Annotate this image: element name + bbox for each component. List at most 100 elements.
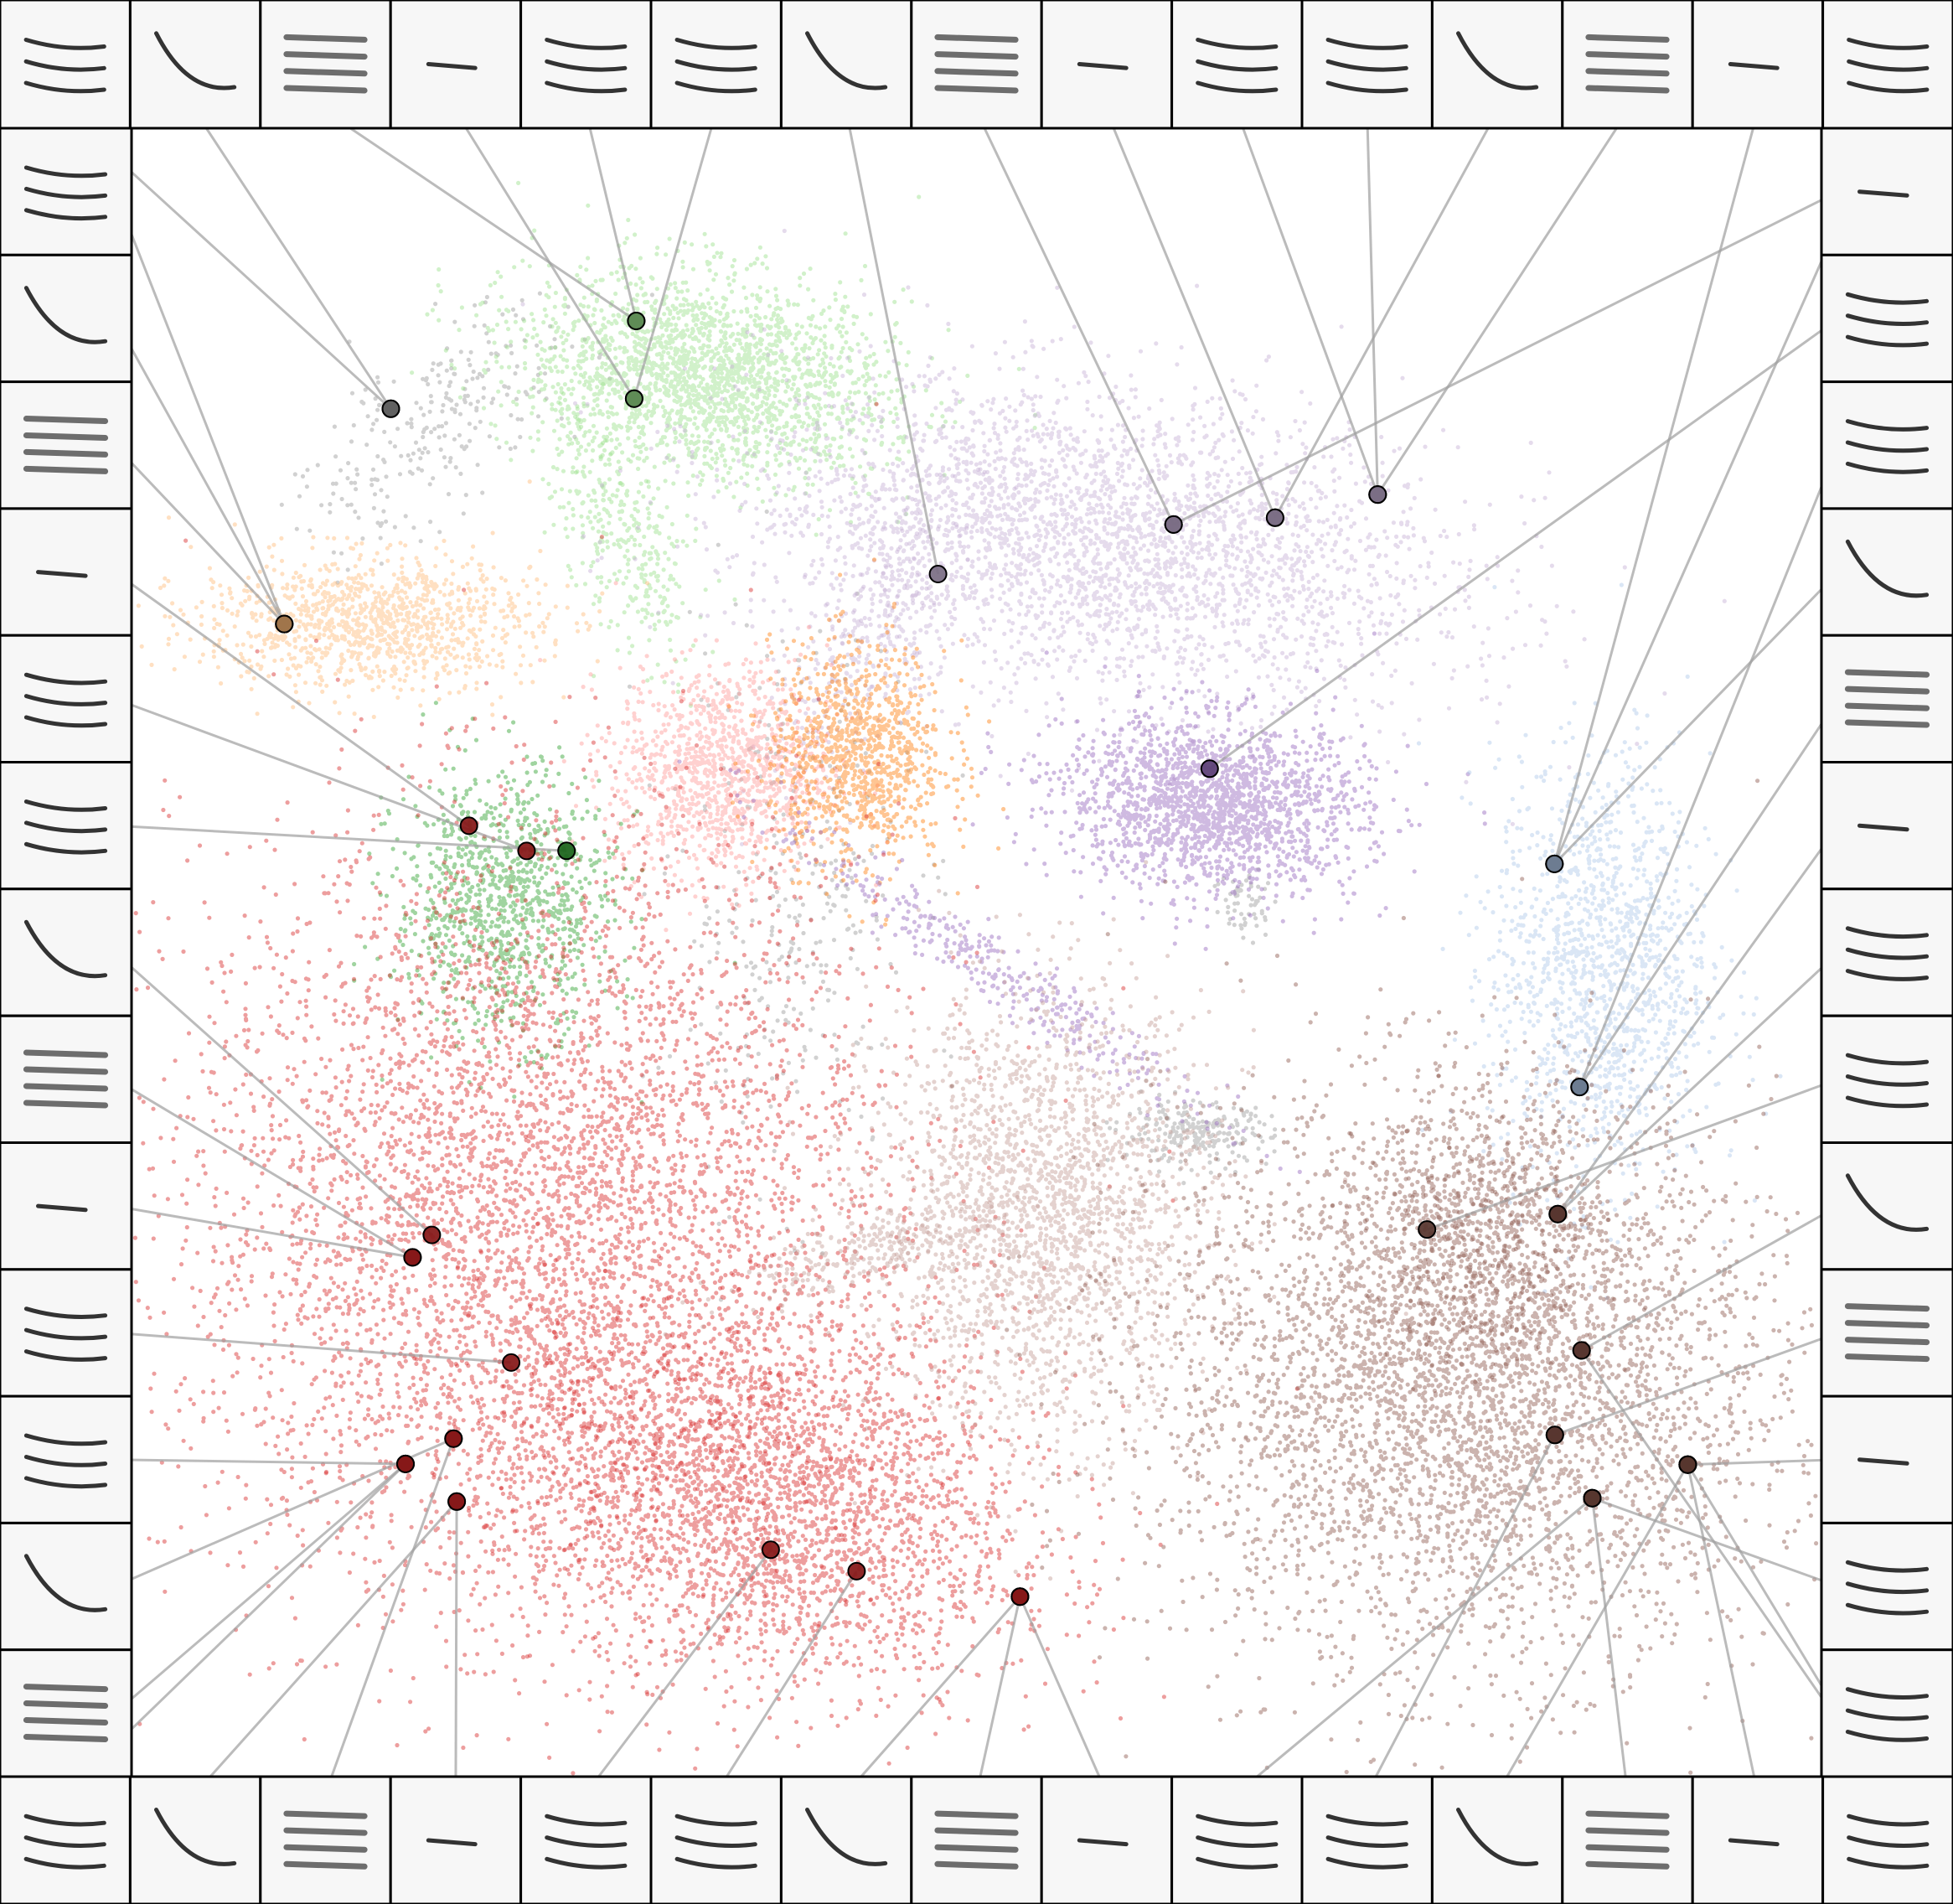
connector-line [1553,111,1759,865]
spectrogram-trace [1847,38,1930,94]
spectrogram-trace [1196,38,1279,94]
thumbnail-box [389,1775,523,1904]
thumbnail-box [0,1521,133,1652]
thumbnail-box [1820,761,1953,891]
spectrogram-thumbnail [1821,1775,1953,1904]
thumbnail-box [128,1775,262,1904]
highlighted-point [1572,1341,1591,1360]
spectrogram-thumbnail [649,0,783,130]
highlighted-point-shade [518,842,535,860]
connector-line [113,191,286,625]
cluster-4-points-1 [136,479,650,720]
spectrogram-trace [545,38,628,94]
spectrogram-thumbnail [259,1775,392,1904]
thumbnail-box [779,1775,913,1904]
spectrogram-thumbnail [1820,1394,1953,1524]
spectrogram-thumbnail [1040,1775,1174,1904]
spectrogram-thumbnail [389,1775,523,1904]
thumbnail-box [1820,634,1953,764]
thumbnail-box [1820,1521,1953,1652]
connector-line [1687,1463,1840,1715]
connector-line [114,1462,406,1715]
connector-line [975,1596,1021,1794]
connector-line [975,111,1175,525]
spectrogram-trace [934,34,1019,94]
thumbnail-box [910,1775,1043,1904]
spectrogram-thumbnail [0,887,133,1017]
highlighted-point [1570,1078,1589,1097]
spectrogram-thumbnail [1300,1775,1434,1904]
thumbnail-box [1040,0,1174,130]
spectrogram-thumbnail [0,1648,133,1778]
thumbnail-box [1821,1775,1953,1904]
spectrogram-trace [36,1203,88,1213]
spectrogram-trace [23,799,108,855]
connector-line [194,1500,458,1795]
spectrogram-thumbnail [1430,0,1564,130]
spectrogram-thumbnail [0,1394,133,1524]
thumbnail-box [0,253,133,384]
cluster-10 [132,401,1299,1776]
spectrogram-thumbnail [1691,0,1825,130]
spectrogram-thumbnail [259,0,392,130]
cluster-1 [279,291,1278,1302]
highlighted-point-shade [558,842,576,860]
highlighted-point-shade [1571,1079,1589,1096]
spectrogram-trace [1857,823,1909,832]
connector-line [1578,698,1840,1088]
thumbnail-box [1820,380,1953,510]
spectrogram-trace [545,1813,628,1870]
connector-line [1557,951,1840,1215]
spectrogram-trace [1847,1813,1930,1870]
thumbnail-box [1820,887,1953,1017]
connector-line [194,111,392,410]
cluster-6 [726,557,1006,927]
spectrogram-trace [23,672,108,728]
highlighted-point-shade [1546,1426,1563,1444]
spectrogram-trace [1857,1457,1909,1466]
connector-line [1173,190,1839,526]
spectrogram-trace [1845,1053,1930,1109]
highlighted-point-shade [1201,760,1218,778]
thumbnail-box [0,1648,133,1778]
thumbnail-box [0,127,133,256]
spectrogram-trace [23,1684,109,1742]
thumbnail-box [0,1394,133,1524]
spectrogram-trace [23,416,109,474]
thumbnail-box [519,1775,653,1904]
spectrogram-thumbnail [779,0,913,130]
cluster-5 [538,581,890,933]
highlighted-point-shade [1266,509,1284,526]
spectrogram-thumbnail [0,127,133,256]
cluster-10-points-2 [285,1114,1220,1771]
connector-line [114,1204,413,1259]
connector-line [1496,1463,1689,1794]
spectrogram-trace [23,38,106,94]
spectrogram-thumbnail [1820,1521,1953,1652]
thumbnail-box [1820,1141,1953,1271]
connector-line [1591,1497,1839,1588]
thumbnail-box [1820,253,1953,384]
connector-line [1274,111,1499,519]
spectrogram-thumbnail [779,1775,913,1904]
thumbnail-box [259,0,392,130]
connector-line [114,951,433,1236]
highlighted-point-shade [1011,1588,1029,1606]
spectrogram-thumbnail [910,0,1043,130]
spectrogram-thumbnail [1561,0,1694,130]
spectrogram-trace [1585,1810,1670,1870]
cluster-3 [520,228,1727,846]
highlighted-point-shade [625,390,643,407]
thumbnail-box [0,634,133,764]
connector-line [845,111,940,575]
spectrogram-thumbnail [1820,1268,1953,1398]
cluster-12-points-1 [949,779,1819,1775]
cluster-11-points-1 [782,860,1408,1581]
connector-line [113,318,286,625]
spectrogram-trace [674,1813,757,1870]
cluster-2-points-2 [504,369,737,708]
connector-line [114,1078,414,1259]
connector-line [1019,1596,1108,1794]
spectrogram-thumbnail [128,1775,262,1904]
